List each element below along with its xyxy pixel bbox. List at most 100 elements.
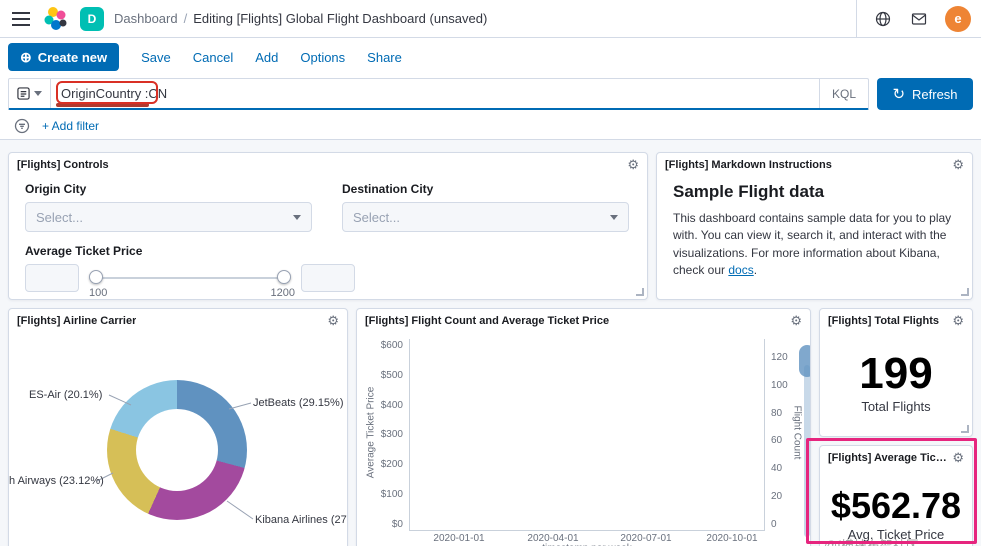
circle-plus-icon: ⊕ <box>20 49 32 65</box>
x-tick: 2020-10-01 <box>706 533 758 544</box>
breadcrumb-separator: / <box>183 11 188 26</box>
chevron-down-icon <box>34 91 42 96</box>
menu-icon[interactable] <box>10 10 32 28</box>
y-left-tick: $400 <box>380 400 403 411</box>
y-left-tick: $600 <box>380 340 403 351</box>
avg-ticket-price-label: Average Ticket Price <box>25 244 143 258</box>
markdown-text-suffix: . <box>753 263 758 278</box>
slider-max-value: 1200 <box>270 287 295 299</box>
filters-icon[interactable] <box>12 116 32 136</box>
pie-label-es-air: ES-Air (20.1%) <box>29 389 103 401</box>
panel-airline-carrier: [Flights] Airline Carrier ⚙ ES-Air (20.1… <box>8 308 348 546</box>
save-button[interactable]: Save <box>141 49 171 65</box>
saved-query-menu-button[interactable] <box>9 79 51 108</box>
gear-icon[interactable]: ⚙ <box>627 157 639 172</box>
markdown-text: This dashboard contains sample data for … <box>673 211 952 278</box>
pie-label-jetbeats: JetBeats (29.15%) <box>253 397 344 409</box>
panel-avg-ticket-price: [Flights] Average Ticket ... ⚙ $562.78 A… <box>819 445 973 546</box>
origin-city-placeholder: Select... <box>36 209 83 225</box>
breadcrumb: Dashboard / Editing [Flights] Global Fli… <box>114 11 487 26</box>
filter-bar: + Add filter <box>0 112 981 140</box>
gear-icon[interactable]: ⚙ <box>327 313 339 328</box>
avg-ticket-value: $562.78 <box>830 485 962 526</box>
elastic-logo-icon[interactable] <box>42 5 70 33</box>
x-axis-title: timestamp per week <box>492 543 682 546</box>
y-right-tick: 40 <box>771 463 783 474</box>
slider-min-value: 100 <box>89 287 108 299</box>
donut-chart[interactable] <box>107 380 247 520</box>
options-button[interactable]: Options <box>300 49 346 65</box>
panel-total-flights-title[interactable]: [Flights] Total Flights <box>828 314 939 327</box>
create-new-button[interactable]: ⊕ Create new <box>8 43 120 71</box>
destination-city-placeholder: Select... <box>353 209 400 225</box>
destination-city-label: Destination City <box>342 182 434 196</box>
breadcrumb-dashboard-link[interactable]: Dashboard <box>114 11 178 26</box>
query-input[interactable] <box>51 79 819 108</box>
user-avatar[interactable]: e <box>945 5 971 32</box>
panel-resize-handle[interactable] <box>636 288 644 296</box>
top-navbar: D Dashboard / Editing [Flights] Global F… <box>0 0 981 38</box>
y-right-axis-title: Flight Count <box>791 405 803 460</box>
markdown-heading: Sample Flight data <box>673 182 825 201</box>
data-blob[interactable] <box>799 345 810 377</box>
refresh-button[interactable]: ↻ Refresh <box>877 78 973 110</box>
query-input-wrap: KQL <box>8 78 869 110</box>
y-left-tick: $200 <box>380 459 403 470</box>
price-max-input[interactable] <box>301 264 355 292</box>
panel-total-flights: [Flights] Total Flights ⚙ 199 Total Flig… <box>819 308 973 437</box>
share-button[interactable]: Share <box>367 49 402 65</box>
gear-icon[interactable]: ⚙ <box>952 313 964 328</box>
cancel-button[interactable]: Cancel <box>192 49 234 65</box>
flight-chart-area: $600 $500 $400 $300 $200 $100 $0 120 100… <box>357 333 810 546</box>
add-button[interactable]: Add <box>255 49 279 65</box>
x-tick: 2020-01-01 <box>433 533 485 544</box>
panel-airline-title[interactable]: [Flights] Airline Carrier <box>17 314 137 327</box>
refresh-icon: ↻ <box>892 85 906 103</box>
gear-icon[interactable]: ⚙ <box>952 157 964 172</box>
y-right-tick: 80 <box>771 408 783 419</box>
total-flights-label: Total Flights <box>861 398 931 414</box>
y-left-axis-title: Average Ticket Price <box>365 386 377 479</box>
panel-flight-chart-title[interactable]: [Flights] Flight Count and Average Ticke… <box>365 314 610 327</box>
pie-label-kibana-airlines: Kibana Airlines (27 <box>255 514 347 526</box>
panel-markdown-title[interactable]: [Flights] Markdown Instructions <box>665 158 832 171</box>
dashboard-edit-toolbar: ⊕ Create new Save Cancel Add Options Sha… <box>0 38 981 76</box>
x-tick: 2020-07-01 <box>620 533 672 544</box>
help-globe-icon[interactable] <box>873 9 893 29</box>
chevron-down-icon <box>293 214 301 220</box>
y-right-tick: 120 <box>771 352 788 363</box>
saved-query-icon <box>17 87 30 100</box>
origin-city-select[interactable]: Select... <box>25 202 312 232</box>
y-left-tick: $0 <box>391 519 403 530</box>
slider-track <box>91 277 289 279</box>
panel-flight-chart: [Flights] Flight Count and Average Ticke… <box>356 308 811 546</box>
panel-markdown: [Flights] Markdown Instructions ⚙ Sample… <box>656 152 973 300</box>
y-left-tick: $300 <box>380 429 403 440</box>
query-bar: KQL ↻ Refresh <box>0 76 981 112</box>
panel-controls-title[interactable]: [Flights] Controls <box>17 158 109 171</box>
destination-city-select[interactable]: Select... <box>342 202 629 232</box>
gear-icon[interactable]: ⚙ <box>952 450 964 465</box>
slider-handle-max[interactable] <box>277 270 291 284</box>
x-tick: 2020-04-01 <box>527 533 579 544</box>
panel-resize-handle[interactable] <box>961 288 969 296</box>
y-right-tick: 20 <box>771 491 783 502</box>
panel-avg-ticket-title[interactable]: [Flights] Average Ticket ... <box>828 451 953 464</box>
pie-label-logstash-airways: h Airways (23.12%) <box>9 475 104 487</box>
gear-icon[interactable]: ⚙ <box>790 313 802 328</box>
slider-handle-min[interactable] <box>89 270 103 284</box>
data-blob-stem[interactable] <box>804 365 810 537</box>
add-filter-button[interactable]: + Add filter <box>42 118 100 133</box>
space-avatar[interactable]: D <box>80 6 104 31</box>
breadcrumb-current: Editing [Flights] Global Flight Dashboar… <box>193 11 488 26</box>
newsfeed-mail-icon[interactable] <box>909 9 929 29</box>
avg-ticket-label: Avg. Ticket Price <box>847 527 945 542</box>
panel-resize-handle[interactable] <box>961 425 969 433</box>
price-min-input[interactable] <box>25 264 79 292</box>
query-language-button[interactable]: KQL <box>818 79 868 108</box>
refresh-label: Refresh <box>912 86 958 102</box>
dashboard-canvas: [Flights] Controls ⚙ Origin City Select.… <box>0 140 981 546</box>
y-right-tick: 0 <box>771 519 777 530</box>
docs-link[interactable]: docs <box>728 263 754 278</box>
y-right-tick: 60 <box>771 435 783 446</box>
